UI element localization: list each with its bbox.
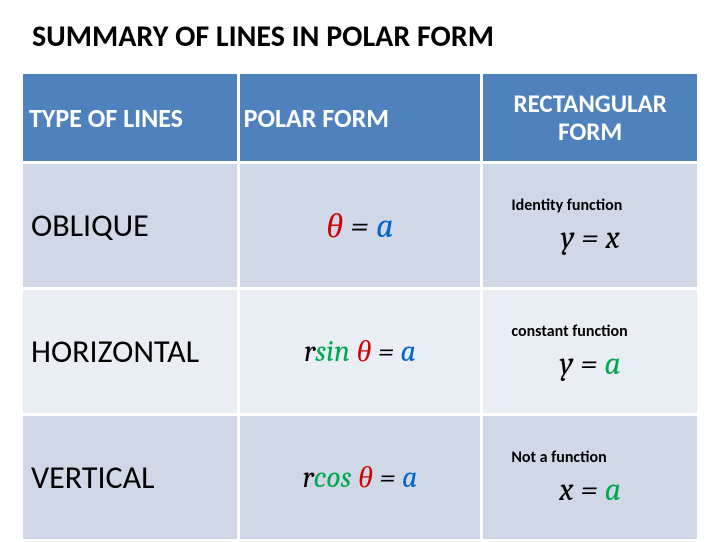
header-type: TYPE OF LINES [22, 73, 239, 163]
polar-cell: rcos θ = a [238, 415, 482, 541]
type-cell: OBLIQUE [22, 163, 239, 289]
polar-eq: rsin θ = a [248, 334, 473, 369]
header-polar: POLAR FORM [238, 73, 482, 163]
rect-note: Not a function [491, 448, 689, 467]
header-row: TYPE OF LINES POLAR FORM RECTANGULAR FOR… [22, 73, 699, 163]
rect-note: Identity function [491, 196, 689, 215]
header-rect: RECTANGULAR FORM [482, 73, 699, 163]
polar-cell: θ = a [238, 163, 482, 289]
type-cell: HORIZONTAL [22, 289, 239, 415]
polar-cell: rsin θ = a [238, 289, 482, 415]
type-cell: VERTICAL [22, 415, 239, 541]
page-title: SUMMARY OF LINES IN POLAR FORM [32, 18, 700, 55]
polar-eq: rcos θ = a [248, 460, 473, 495]
rect-cell: constant function y = a [482, 289, 699, 415]
rect-note: constant function [491, 322, 689, 341]
rect-eq: x = a [491, 471, 689, 508]
table-row: VERTICAL rcos θ = a Not a function x = a [22, 415, 699, 541]
polar-eq: θ = a [248, 206, 473, 246]
table-row: OBLIQUE θ = a Identity function y = x [22, 163, 699, 289]
rect-cell: Identity function y = x [482, 163, 699, 289]
table-row: HORIZONTAL rsin θ = a constant function … [22, 289, 699, 415]
rect-cell: Not a function x = a [482, 415, 699, 541]
rect-eq: y = a [491, 345, 689, 382]
rect-eq: y = x [491, 219, 689, 256]
lines-table: TYPE OF LINES POLAR FORM RECTANGULAR FOR… [20, 71, 700, 542]
